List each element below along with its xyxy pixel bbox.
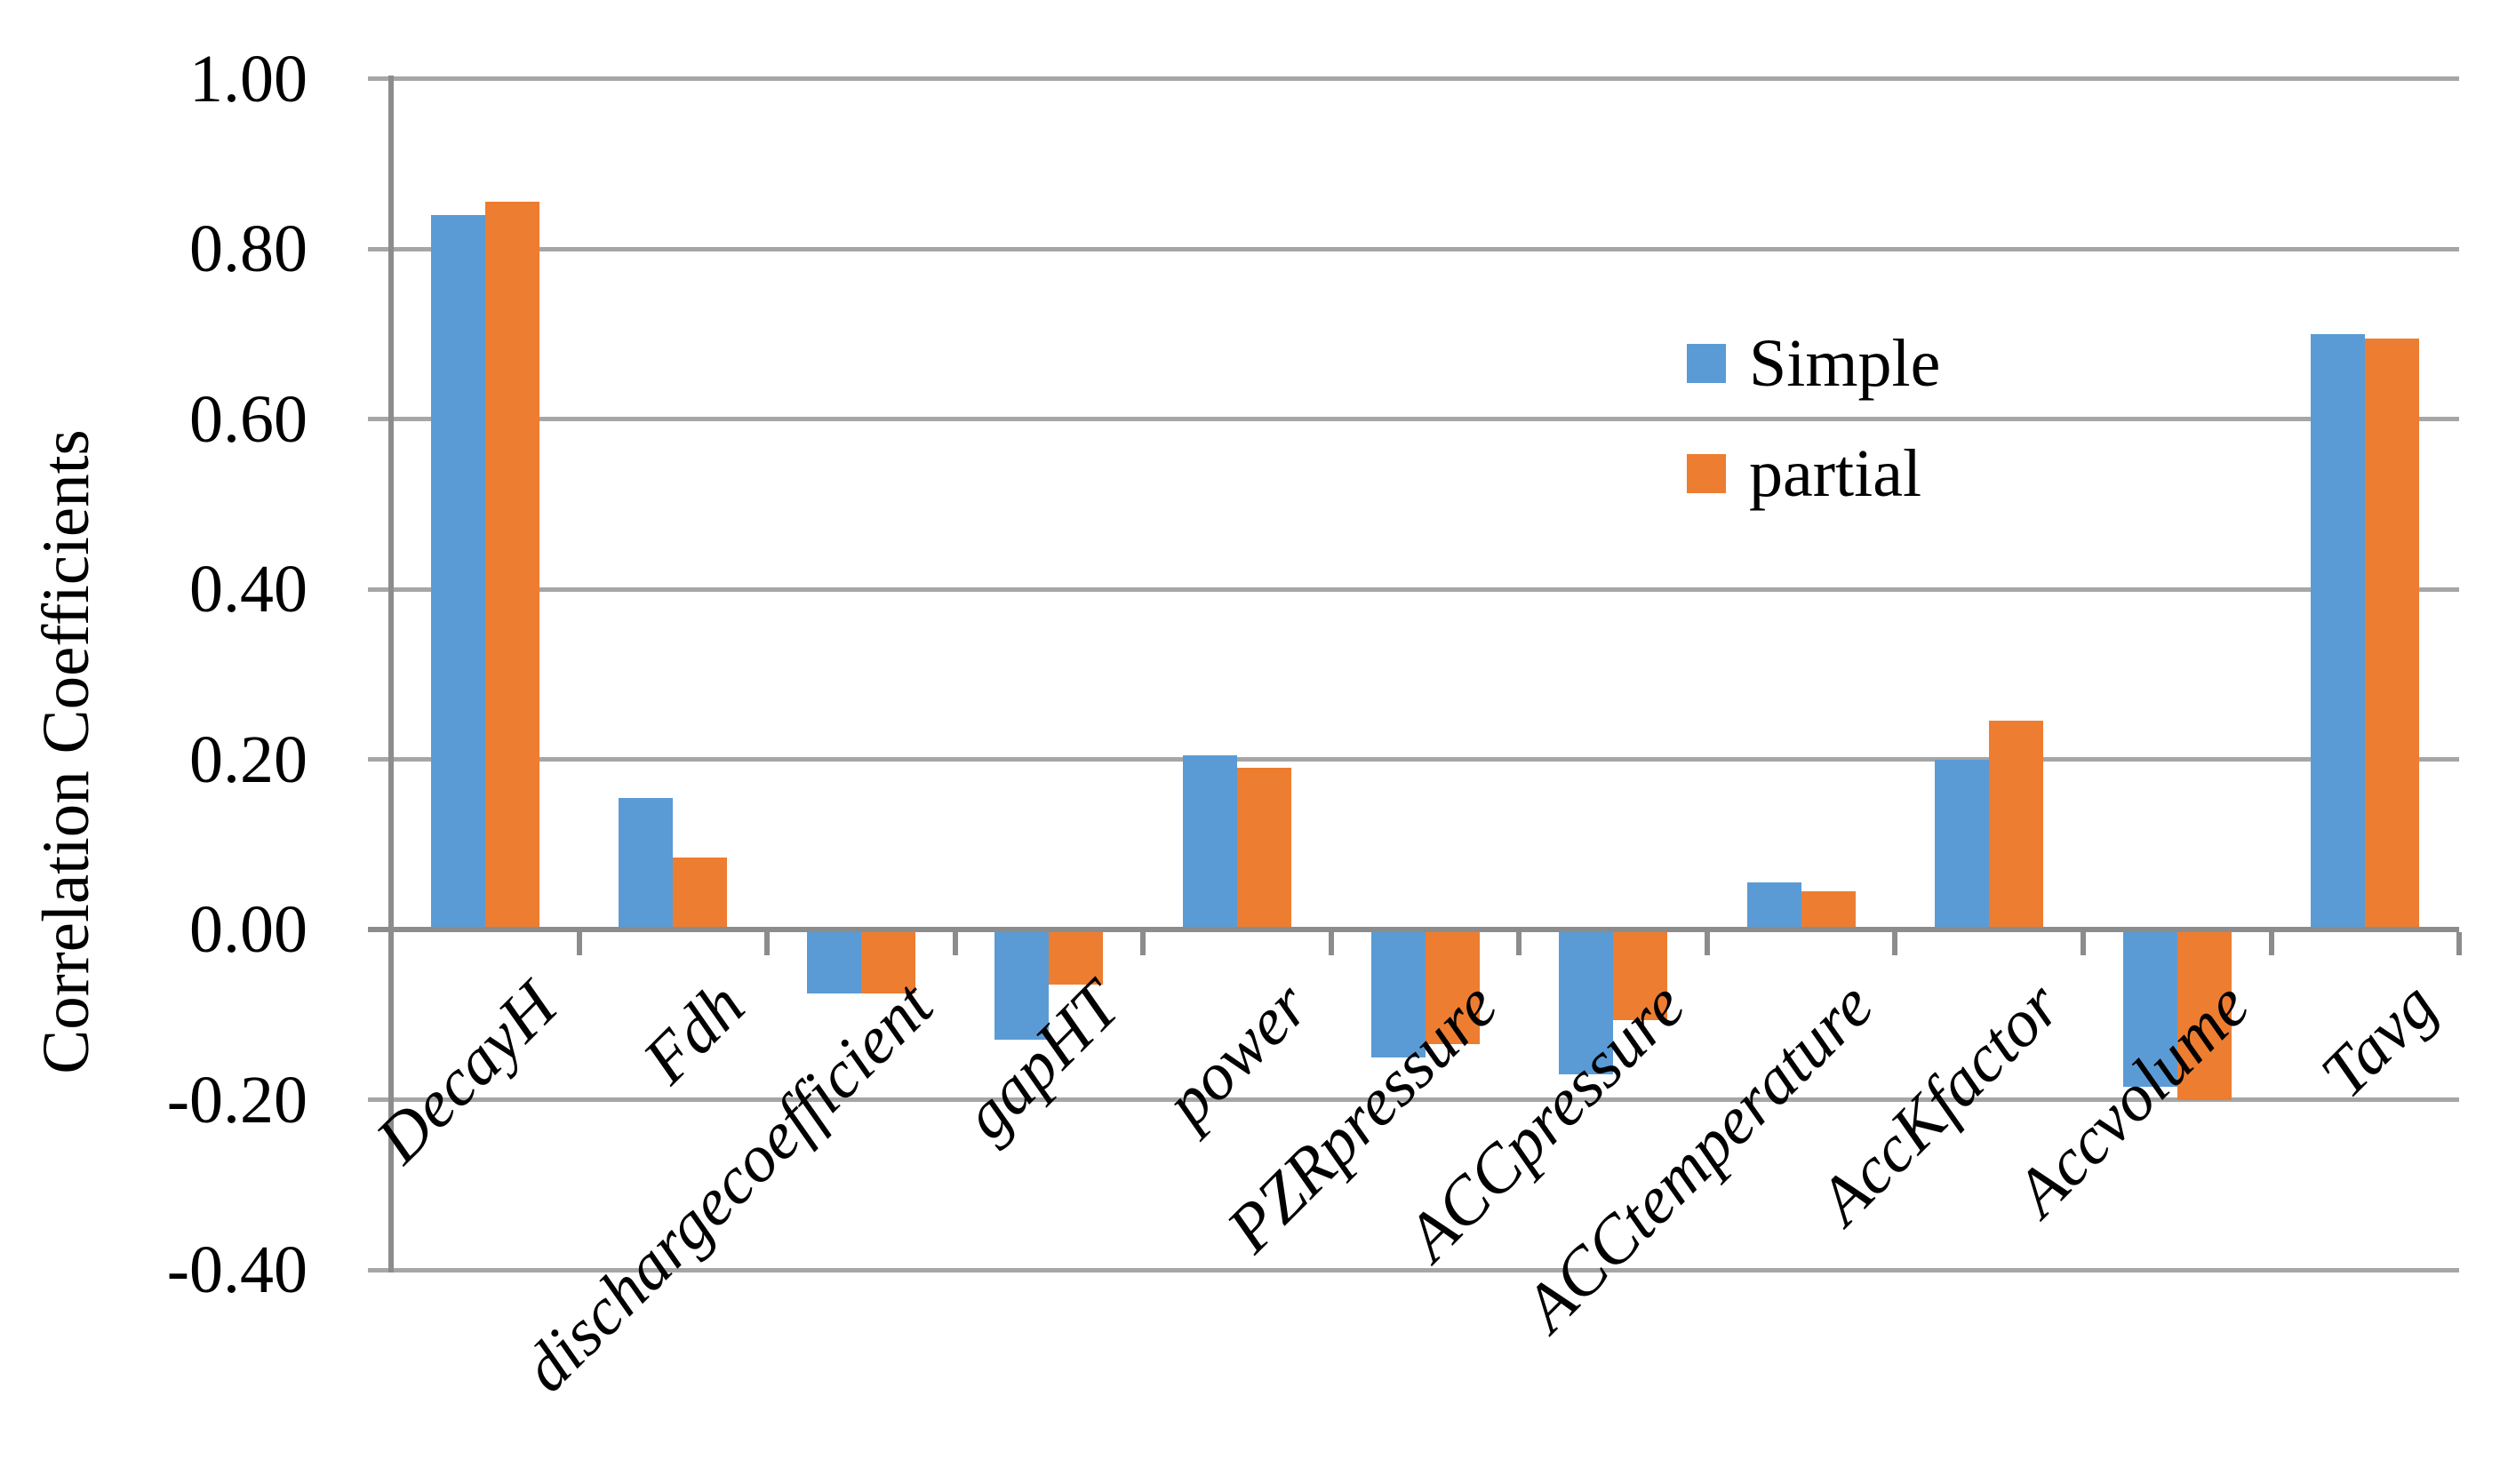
bar-partial-acctemperature: [1801, 890, 1856, 929]
legend-swatch-partial: [1687, 454, 1726, 493]
x-tick: [1328, 932, 1334, 955]
legend-item-partial: partial: [1687, 435, 1921, 513]
x-tick: [388, 932, 394, 955]
legend-item-simple: Simple: [1687, 324, 1940, 403]
legend-label-simple: Simple: [1749, 326, 1941, 401]
gridline: [368, 246, 2459, 251]
y-tick-label: 0.40: [189, 552, 308, 626]
bar-simple-accvolume: [2122, 929, 2177, 1088]
bar-partial-pzrpressure: [1425, 929, 1480, 1045]
x-tick: [576, 932, 582, 955]
x-tick: [952, 932, 958, 955]
bar-partial-accpressure: [1613, 929, 1668, 1021]
bar-partial-fdh: [673, 857, 728, 929]
bar-simple-decayh: [430, 214, 485, 929]
x-tick: [1704, 932, 1710, 955]
x-tick: [2080, 932, 2086, 955]
y-tick-label: 0.80: [189, 211, 308, 286]
legend-label-partial: partial: [1749, 436, 1922, 511]
y-axis-title: Correlation Coefficients: [29, 429, 103, 1074]
bar-simple-pzrpressure: [1370, 929, 1426, 1057]
x-tick: [764, 932, 771, 955]
bar-simple-fdh: [619, 797, 674, 929]
x-axis-line: [368, 927, 2459, 932]
y-tick-label: 0.20: [189, 722, 308, 797]
bar-simple-acckfactor: [1935, 759, 1990, 929]
bar-partial-accvolume: [2177, 929, 2232, 1100]
gridline: [368, 417, 2459, 421]
y-tick-label: 0.60: [189, 381, 308, 457]
x-tick: [1516, 932, 1522, 955]
bar-simple-acctemperature: [1746, 882, 1801, 929]
legend-swatch-simple: [1687, 344, 1726, 383]
y-tick-label: -0.40: [166, 1233, 308, 1307]
bar-partial-tavg: [2365, 338, 2420, 929]
y-tick-label: -0.20: [166, 1062, 308, 1137]
bar-partial-power: [1236, 768, 1291, 929]
y-tick-label: 1.00: [189, 41, 308, 116]
gridline: [368, 1267, 2459, 1273]
x-tick: [1892, 932, 1898, 955]
gridline: [368, 586, 2459, 592]
bar-simple-accpressure: [1559, 929, 1614, 1074]
gridline: [368, 757, 2459, 762]
x-tick: [2456, 932, 2463, 955]
y-tick-label: 0.00: [189, 892, 308, 967]
bar-partial-decayh: [484, 202, 539, 929]
bar-partial-gapht: [1049, 929, 1104, 985]
bar-simple-power: [1182, 754, 1237, 929]
x-tick: [2268, 932, 2274, 955]
bar-simple-dischargecoefficient: [806, 929, 861, 993]
gridline: [368, 1097, 2459, 1102]
gridline: [368, 76, 2459, 81]
bar-partial-acckfactor: [1989, 721, 2044, 929]
x-tick: [1140, 932, 1146, 955]
bar-simple-tavg: [2311, 333, 2366, 929]
bar-partial-dischargecoefficient: [860, 929, 915, 993]
bar-simple-gapht: [994, 929, 1050, 1041]
y-axis-line: [388, 76, 394, 1273]
